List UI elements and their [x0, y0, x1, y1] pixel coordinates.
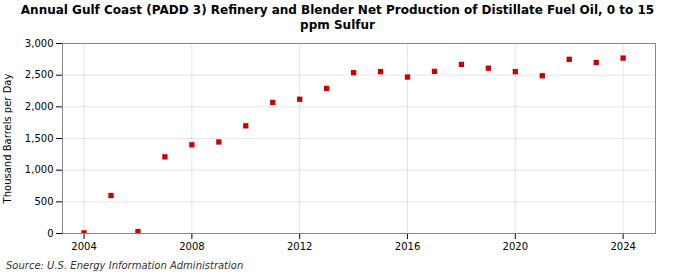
svg-text:Thousand Barrels per Day: Thousand Barrels per Day	[2, 74, 13, 205]
svg-text:2,000: 2,000	[25, 101, 54, 112]
html-text:Annual Gulf Coast (PADD 3) Ref: Annual Gulf Coast (PADD 3) Refinery and …	[20, 3, 655, 32]
svg-text:2020: 2020	[503, 241, 528, 252]
svg-text:2012: 2012	[287, 241, 312, 252]
html-text:Source: U.S. Energy Informatio: Source: U.S. Energy Information Administ…	[6, 260, 244, 271]
svg-text:2016: 2016	[395, 241, 420, 252]
svg-text:3,000: 3,000	[25, 38, 54, 49]
svg-text:1,500: 1,500	[25, 133, 54, 144]
svg-text:1,000: 1,000	[25, 164, 54, 175]
svg-text:2,500: 2,500	[25, 69, 54, 80]
svg-text:2008: 2008	[179, 241, 204, 252]
svg-text:2024: 2024	[610, 241, 635, 252]
svg-text:500: 500	[34, 196, 53, 207]
svg-text:0: 0	[47, 228, 53, 239]
svg-text:2004: 2004	[71, 241, 96, 252]
